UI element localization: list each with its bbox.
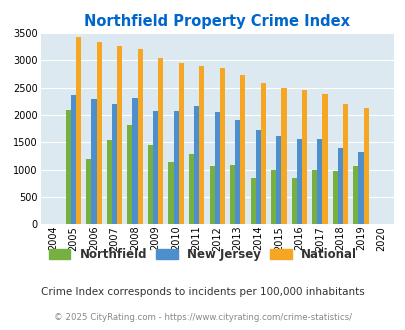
- Bar: [317, 139, 322, 224]
- Bar: [250, 178, 255, 224]
- Bar: [291, 179, 296, 224]
- Bar: [66, 110, 71, 224]
- Bar: [358, 152, 362, 224]
- Bar: [209, 166, 214, 224]
- Bar: [337, 148, 342, 224]
- Bar: [214, 112, 219, 224]
- Bar: [240, 75, 245, 224]
- Bar: [230, 165, 234, 224]
- Bar: [127, 125, 132, 224]
- Bar: [137, 50, 143, 224]
- Legend: Northfield, New Jersey, National: Northfield, New Jersey, National: [44, 244, 361, 266]
- Bar: [342, 104, 347, 224]
- Title: Northfield Property Crime Index: Northfield Property Crime Index: [84, 14, 350, 29]
- Text: Crime Index corresponds to incidents per 100,000 inhabitants: Crime Index corresponds to incidents per…: [41, 287, 364, 297]
- Bar: [107, 140, 112, 224]
- Bar: [86, 159, 91, 224]
- Bar: [76, 37, 81, 224]
- Bar: [194, 106, 199, 224]
- Bar: [281, 88, 286, 224]
- Bar: [96, 42, 101, 224]
- Bar: [117, 46, 122, 224]
- Text: © 2025 CityRating.com - https://www.cityrating.com/crime-statistics/: © 2025 CityRating.com - https://www.city…: [54, 313, 351, 322]
- Bar: [132, 98, 137, 224]
- Bar: [234, 120, 240, 224]
- Bar: [147, 145, 153, 224]
- Bar: [219, 68, 224, 224]
- Bar: [352, 166, 358, 224]
- Bar: [275, 136, 281, 224]
- Bar: [362, 109, 368, 224]
- Bar: [173, 111, 178, 224]
- Bar: [332, 171, 337, 224]
- Bar: [271, 170, 275, 224]
- Bar: [158, 58, 163, 224]
- Bar: [260, 83, 265, 224]
- Bar: [311, 170, 317, 224]
- Bar: [322, 94, 327, 224]
- Bar: [301, 90, 306, 224]
- Bar: [112, 104, 117, 224]
- Bar: [71, 95, 76, 224]
- Bar: [199, 66, 204, 224]
- Bar: [296, 139, 301, 224]
- Bar: [255, 130, 260, 224]
- Bar: [91, 99, 96, 224]
- Bar: [188, 154, 194, 224]
- Bar: [153, 111, 158, 224]
- Bar: [178, 63, 183, 224]
- Bar: [168, 161, 173, 224]
